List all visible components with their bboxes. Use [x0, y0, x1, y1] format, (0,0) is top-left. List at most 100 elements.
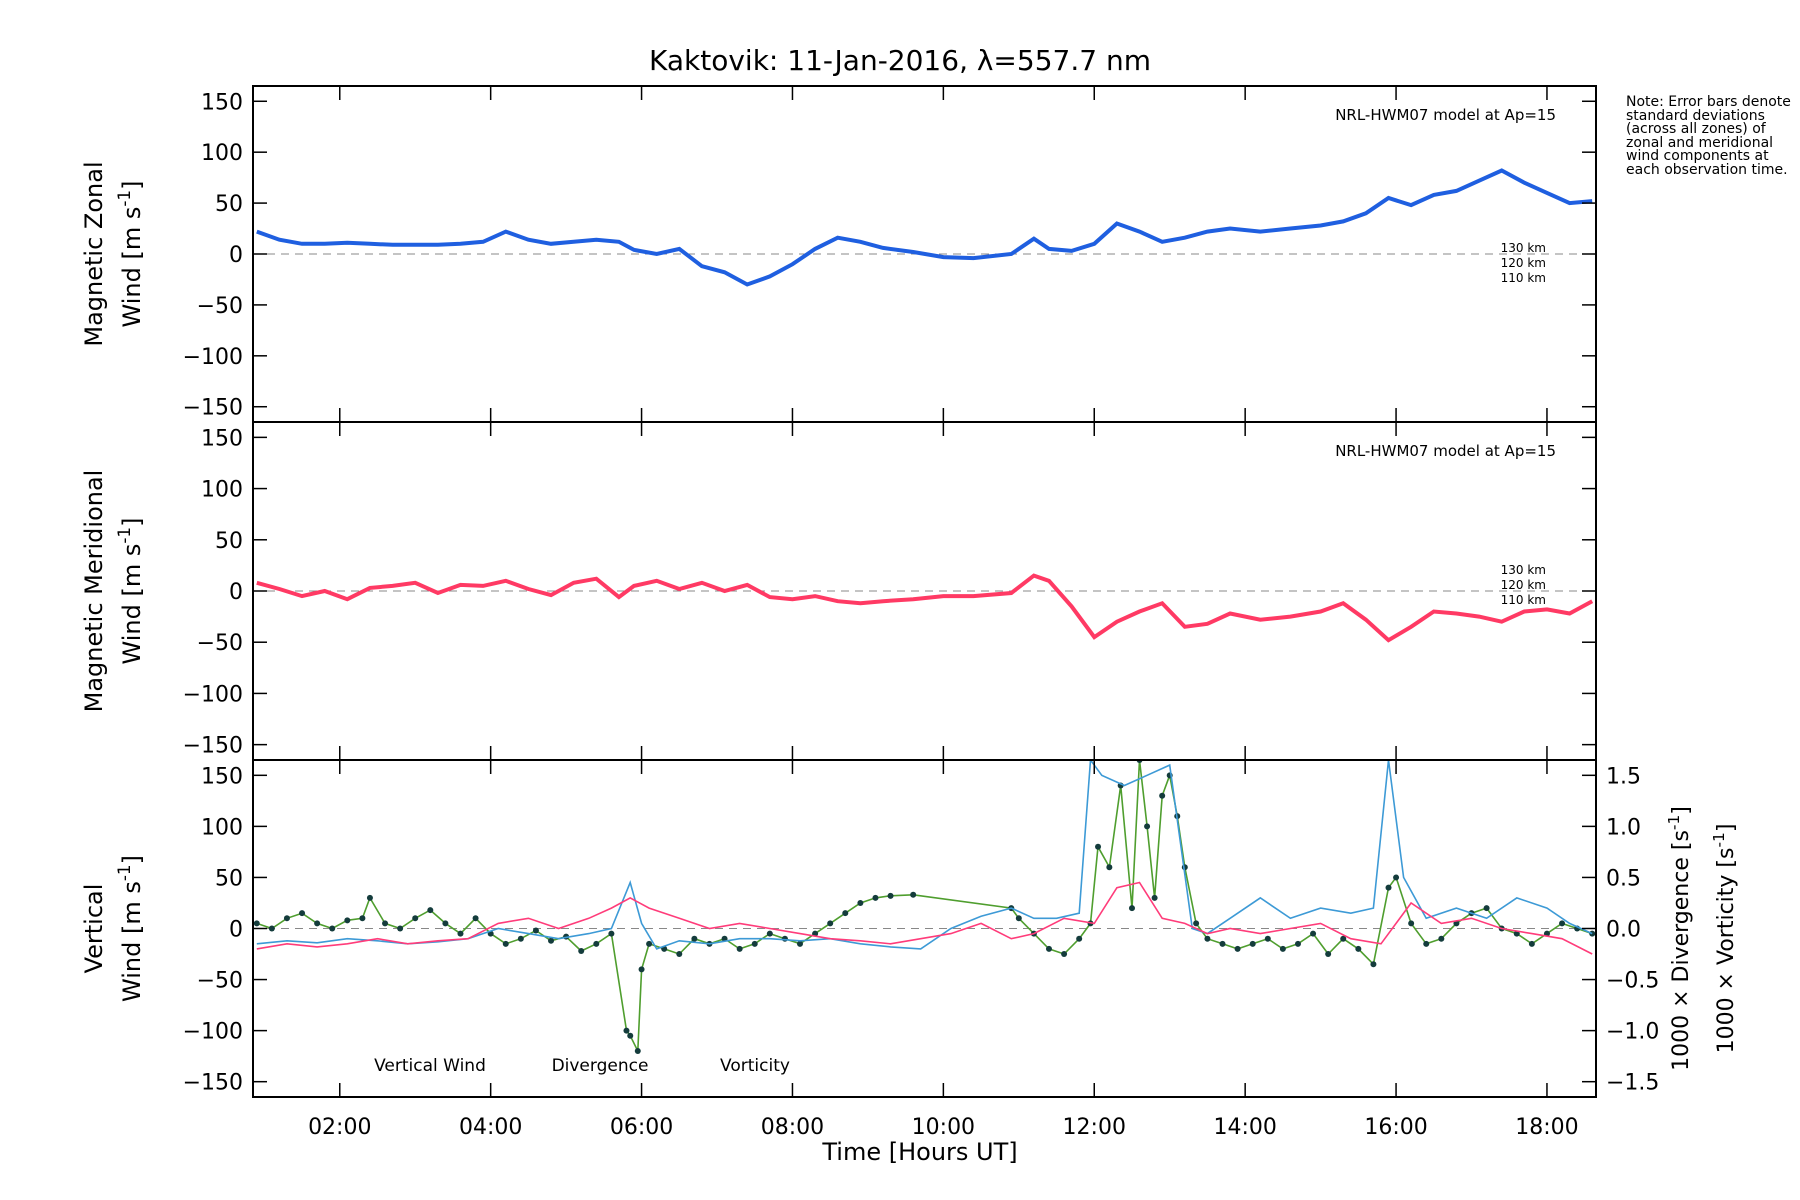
- series-line-vertical-2: [256, 881, 1593, 955]
- data-point-vertical-15: [472, 915, 479, 922]
- data-point-vertical-9: [382, 920, 389, 927]
- x-tick-label-5: 12:00: [1063, 1115, 1126, 1140]
- data-point-vertical-13: [442, 920, 449, 927]
- y2-tick-label-vertical-6: 1.5: [1606, 764, 1641, 789]
- data-point-vertical-14: [457, 930, 464, 937]
- y-tick-label-vertical-0: −150: [183, 1071, 243, 1096]
- data-point-vertical-61: [1159, 792, 1166, 799]
- data-point-vertical-31: [676, 951, 683, 958]
- data-point-vertical-85: [1483, 905, 1490, 912]
- data-point-vertical-5: [329, 925, 336, 932]
- data-point-vertical-65: [1193, 920, 1200, 927]
- series-line-vertical-1: [256, 760, 1593, 950]
- y2-tick-label-vertical-2: −0.5: [1606, 969, 1659, 994]
- y-tick-label-vertical-6: 150: [201, 764, 243, 789]
- data-point-vertical-70: [1264, 935, 1271, 942]
- data-point-vertical-29: [646, 940, 653, 947]
- data-point-vertical-39: [797, 940, 804, 947]
- legend-label-0: Vertical Wind: [374, 1056, 486, 1076]
- data-point-vertical-25: [623, 1027, 630, 1034]
- y-axis-label-meridional: Magnetic Meridional: [80, 470, 108, 713]
- y-tick-label-meridional-6: 150: [201, 426, 243, 451]
- y2-tick-label-vertical-1: −1.0: [1606, 1020, 1659, 1045]
- data-point-vertical-72: [1294, 940, 1301, 947]
- data-point-vertical-20: [548, 937, 555, 944]
- data-point-vertical-57: [1128, 905, 1135, 912]
- y-tick-label-zonal-4: 50: [215, 192, 243, 217]
- data-point-vertical-1: [268, 925, 275, 932]
- data-point-vertical-12: [427, 907, 434, 914]
- data-point-vertical-19: [532, 927, 539, 934]
- y-tick-label-zonal-0: −150: [183, 396, 243, 421]
- data-point-vertical-11: [412, 915, 419, 922]
- data-point-vertical-73: [1310, 930, 1317, 937]
- y2-tick-label-vertical-0: −1.5: [1606, 1071, 1659, 1096]
- data-point-vertical-80: [1408, 920, 1415, 927]
- data-point-vertical-52: [1076, 935, 1083, 942]
- data-point-vertical-3: [299, 910, 306, 917]
- y2-tick-label-vertical-4: 0.5: [1606, 866, 1641, 891]
- plot-area-vertical: [253, 760, 1596, 1055]
- data-point-vertical-4: [314, 920, 321, 927]
- x-tick-label-1: 04:00: [459, 1115, 522, 1140]
- y-tick-label-vertical-2: −50: [197, 969, 243, 994]
- data-point-vertical-24: [608, 930, 615, 937]
- y-tick-label-meridional-5: 100: [201, 478, 243, 503]
- y-tick-label-meridional-1: −100: [183, 682, 243, 707]
- data-point-vertical-23: [593, 940, 600, 947]
- x-axis-label: Time [Hours UT]: [821, 1138, 1017, 1166]
- data-point-vertical-75: [1340, 935, 1347, 942]
- data-point-vertical-7: [359, 915, 366, 922]
- plot-area-zonal: [253, 168, 1596, 287]
- data-point-vertical-68: [1234, 945, 1241, 952]
- y-tick-label-zonal-2: −50: [197, 294, 243, 319]
- x-tick-label-6: 14:00: [1213, 1115, 1276, 1140]
- x-tick-label-2: 06:00: [610, 1115, 673, 1140]
- data-point-vertical-22: [578, 947, 585, 954]
- legend-label-2: Vorticity: [720, 1056, 790, 1076]
- y-tick-label-zonal-3: 0: [229, 243, 243, 268]
- y2-axis-label-vorticity: 1000 × Vorticity [s-1]: [1710, 824, 1739, 1054]
- y-tick-label-vertical-3: 0: [229, 918, 243, 943]
- y-axis-label-units-zonal: Wind [m s-1]: [114, 181, 146, 328]
- data-point-vertical-71: [1279, 945, 1286, 952]
- data-point-vertical-76: [1355, 945, 1362, 952]
- data-point-vertical-54: [1095, 843, 1102, 850]
- data-point-vertical-26: [627, 1032, 634, 1039]
- data-point-vertical-77: [1370, 961, 1377, 968]
- data-point-vertical-0: [253, 920, 260, 927]
- error-bar-note: Note: Error bars denote standard deviati…: [1626, 94, 1791, 178]
- data-point-vertical-74: [1325, 951, 1332, 958]
- series-line-zonal-0: [256, 168, 1593, 287]
- data-point-vertical-37: [766, 930, 773, 937]
- data-point-vertical-92: [1589, 930, 1596, 937]
- data-point-vertical-42: [842, 910, 849, 917]
- y-tick-label-meridional-0: −150: [183, 734, 243, 759]
- data-point-vertical-67: [1219, 940, 1226, 947]
- y2-tick-label-vertical-5: 1.0: [1606, 815, 1641, 840]
- y-tick-label-zonal-6: 150: [201, 90, 243, 115]
- y-tick-label-vertical-4: 50: [215, 866, 243, 891]
- series-line-meridional-0: [256, 573, 1594, 643]
- data-point-vertical-6: [344, 917, 351, 924]
- y-tick-label-zonal-5: 100: [201, 141, 243, 166]
- model-altitude-zonal-2: 110 km: [1501, 271, 1546, 285]
- y-axis-label-vertical: Vertical: [80, 884, 108, 974]
- data-point-vertical-88: [1528, 940, 1535, 947]
- model-altitude-meridional-2: 110 km: [1501, 593, 1546, 607]
- data-point-vertical-2: [283, 915, 290, 922]
- y-axis-label-zonal: Magnetic Zonal: [80, 161, 108, 346]
- x-tick-label-4: 10:00: [912, 1115, 975, 1140]
- plot-area-meridional: [253, 573, 1596, 643]
- y2-tick-label-vertical-3: 0.0: [1606, 918, 1641, 943]
- series-line-vertical-0: [256, 760, 1593, 1055]
- model-altitude-meridional-0: 130 km: [1501, 563, 1546, 577]
- data-point-vertical-46: [910, 891, 917, 898]
- data-point-vertical-82: [1438, 935, 1445, 942]
- model-label-zonal: NRL-HWM07 model at Ap=15: [1335, 106, 1556, 124]
- data-point-vertical-79: [1393, 874, 1400, 881]
- data-point-vertical-17: [502, 940, 509, 947]
- data-point-vertical-27: [634, 1048, 641, 1055]
- y2-axis-label-divergence: 1000 × Divergence [s-1]: [1665, 806, 1694, 1071]
